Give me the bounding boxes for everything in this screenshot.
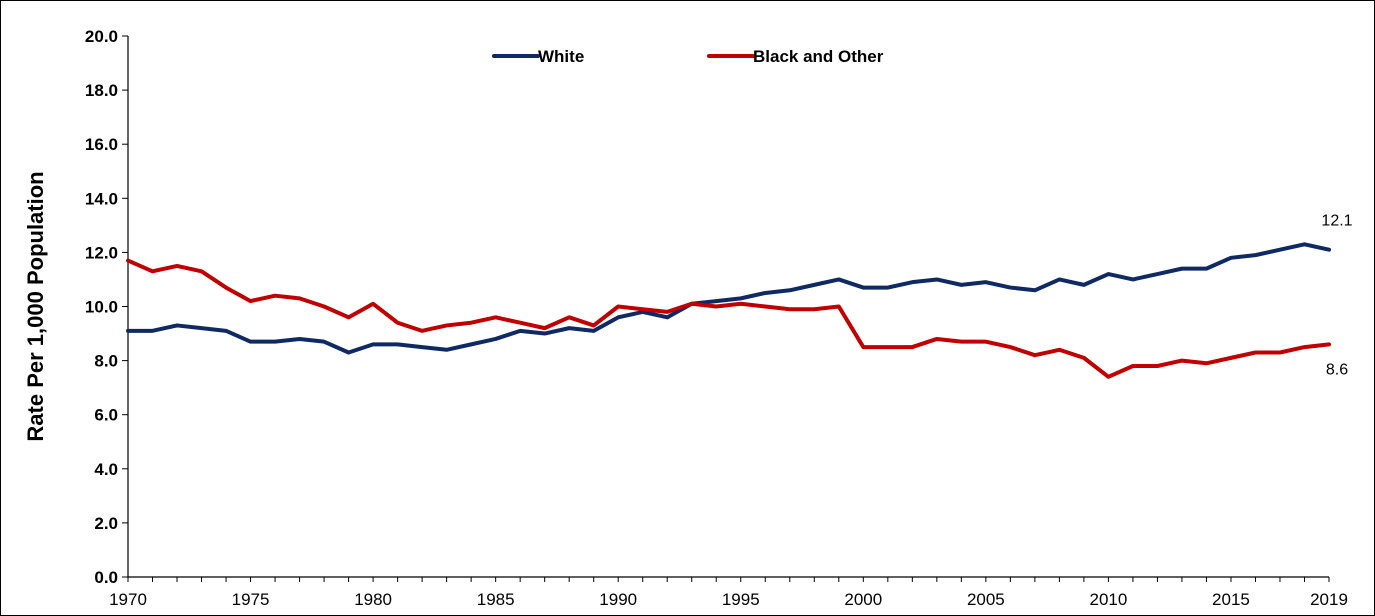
y-tick-label: 14.0 [85, 189, 118, 208]
y-tick-label: 20.0 [85, 27, 118, 46]
end-value-label: 8.6 [1326, 361, 1348, 378]
end-labels: 12.1 8.6 [1321, 213, 1352, 379]
y-tick-label: 10.0 [85, 298, 118, 317]
y-tick-label: 12.0 [85, 243, 118, 262]
axes [122, 36, 1329, 582]
end-value-label: 12.1 [1321, 213, 1352, 230]
x-tick-label: 2005 [967, 590, 1005, 609]
y-tick-label: 18.0 [85, 81, 118, 100]
y-axis-label: Rate Per 1,000 Population [23, 171, 48, 441]
x-tick-label: 1990 [599, 590, 637, 609]
y-tick-label: 4.0 [94, 460, 118, 479]
x-tick-labels: 1970 1975 1980 1985 1990 1995 2000 2005 2010 2015… [109, 590, 1348, 609]
x-tick-label: 1995 [722, 590, 760, 609]
y-tick-label: 8.0 [94, 352, 118, 371]
series-lines [128, 244, 1329, 377]
y-tick-label: 2.0 [94, 514, 118, 533]
x-tick-label: 2010 [1089, 590, 1127, 609]
y-tick-labels: 0.0 2.0 4.0 6.0 8.0 10.0 12.0 14.0 16.0 18.0 20.0 [85, 27, 118, 587]
series-line-white [128, 244, 1329, 352]
x-tick-label: 2015 [1212, 590, 1250, 609]
y-tick-label: 0.0 [94, 568, 118, 587]
x-tick-label: 1985 [477, 590, 515, 609]
legend-label: White [538, 47, 584, 66]
x-tick-label: 2019 [1310, 590, 1348, 609]
x-tick-label: 1975 [232, 590, 270, 609]
legend-label: Black and Other [753, 47, 884, 66]
x-tick-label: 1970 [109, 590, 147, 609]
x-tick-label: 2000 [844, 590, 882, 609]
y-tick-label: 16.0 [85, 135, 118, 154]
x-tick-label: 1980 [354, 590, 392, 609]
legend: White Black and Other [494, 47, 884, 66]
y-tick-label: 6.0 [94, 406, 118, 425]
